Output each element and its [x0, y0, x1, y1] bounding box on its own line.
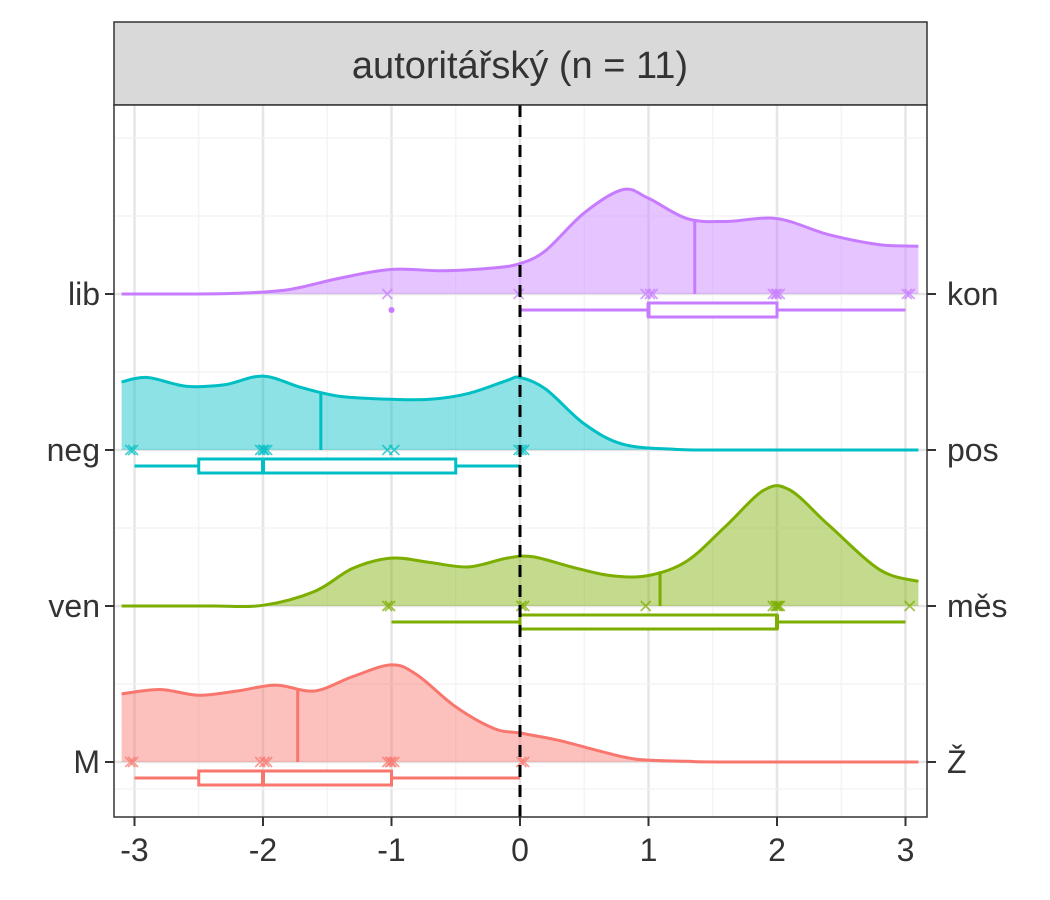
- data-point: [384, 756, 396, 768]
- data-point: [384, 600, 396, 612]
- density-area: [121, 189, 919, 295]
- y-label-left: M: [73, 744, 100, 780]
- density-curve: [121, 374, 919, 452]
- ridge-lib: [121, 187, 919, 319]
- ridgelines: [121, 187, 919, 787]
- data-point: [644, 288, 656, 300]
- data-point: [770, 288, 782, 300]
- data-point: [258, 444, 270, 456]
- y-label-left: ven: [48, 588, 100, 624]
- outlier-point: [388, 307, 395, 313]
- box: [647, 301, 779, 319]
- data-point: [904, 600, 916, 612]
- ridge-M: [121, 663, 919, 787]
- data-point: [381, 756, 393, 768]
- x-tick-label: -1: [377, 832, 405, 868]
- x-tick-label: 1: [640, 832, 658, 868]
- y-label-right: Ž: [947, 744, 967, 780]
- data-point: [772, 600, 784, 612]
- x-tick-label: 0: [511, 832, 529, 868]
- data-point: [381, 288, 393, 300]
- box: [518, 613, 779, 631]
- x-tick-label: -2: [249, 832, 277, 868]
- density-curve: [121, 663, 919, 764]
- density-area: [121, 664, 919, 763]
- axes: -3 -2 -1 0 1 2 3 lib kon neg pos ven měs M Ž: [47, 276, 1008, 868]
- data-point: [640, 600, 652, 612]
- x-tick-label: -3: [120, 832, 148, 868]
- facet-title: autoritářský (n = 11): [352, 45, 688, 87]
- density-curve: [121, 187, 919, 296]
- data-point: [381, 444, 393, 456]
- ridge-ven: [121, 484, 919, 631]
- data-point: [381, 600, 393, 612]
- data-point: [258, 756, 270, 768]
- data-point: [127, 756, 139, 768]
- data-point: [254, 444, 266, 456]
- data-point: [770, 600, 782, 612]
- data-point: [904, 288, 916, 300]
- density-curve: [121, 484, 919, 609]
- data-point: [257, 444, 269, 456]
- data-point: [385, 756, 398, 768]
- y-label-left: neg: [47, 432, 100, 468]
- data-point: [124, 444, 136, 456]
- facet-strip-background: [113, 21, 928, 106]
- data-point: [771, 600, 783, 612]
- density-area: [121, 485, 919, 607]
- x-tick-label: 2: [768, 832, 786, 868]
- box: [197, 769, 393, 787]
- data-point: [901, 288, 913, 300]
- facet-strip: autoritářský (n = 11): [113, 21, 928, 106]
- y-label-left: lib: [68, 276, 100, 312]
- box: [197, 457, 458, 475]
- y-label-right: kon: [947, 276, 999, 312]
- data-point: [515, 756, 527, 768]
- y-label-right: měs: [947, 588, 1007, 624]
- y-label-right: pos: [947, 432, 999, 468]
- data-point: [640, 288, 652, 300]
- data-point: [127, 444, 139, 456]
- data-point: [771, 288, 783, 300]
- data-point: [254, 756, 266, 768]
- x-tick-label: 3: [897, 832, 915, 868]
- data-point: [124, 756, 136, 768]
- data-point: [767, 288, 779, 300]
